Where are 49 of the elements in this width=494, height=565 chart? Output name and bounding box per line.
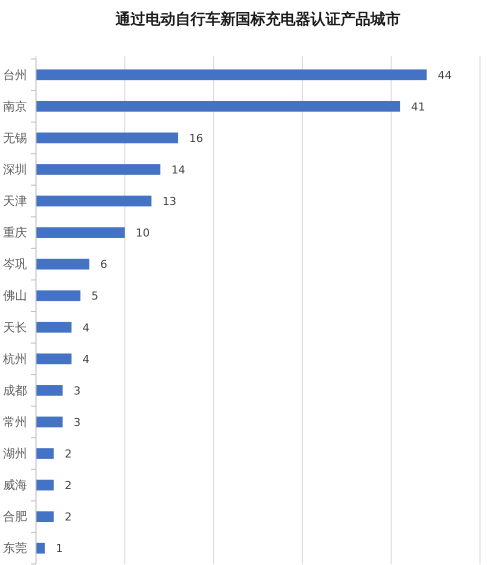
y-tick-label: 佛山 [3, 288, 27, 303]
bar [36, 132, 178, 144]
y-tick-label: 成都 [3, 383, 27, 398]
data-label: 4 [82, 352, 90, 366]
data-label: 3 [74, 384, 81, 398]
data-label: 16 [189, 132, 204, 145]
bar [36, 416, 63, 428]
data-label: 2 [64, 479, 72, 492]
bar [36, 227, 125, 238]
y-tick-label: 深圳 [3, 162, 27, 176]
bar [36, 542, 45, 554]
y-tick-label: 杭州 [2, 352, 27, 366]
bar [36, 196, 152, 206]
data-label: 3 [74, 416, 81, 429]
y-tick-label: 无锡 [3, 130, 27, 145]
data-label: 2 [64, 448, 72, 461]
data-label: 6 [100, 258, 108, 272]
y-tick-label: 东莞 [3, 541, 27, 556]
data-label: 14 [171, 163, 186, 176]
bar [36, 100, 400, 112]
bar [36, 480, 54, 490]
y-tick-label: 岑巩 [3, 257, 27, 272]
y-tick-label: 常州 [3, 414, 27, 429]
data-label: 1 [56, 542, 63, 556]
bar [36, 69, 427, 80]
bar [36, 448, 54, 459]
bar [36, 322, 72, 333]
y-tick-label: 合肥 [3, 510, 27, 524]
y-tick-label: 威海 [3, 478, 27, 492]
data-label: 4 [82, 321, 90, 334]
data-label: 44 [438, 68, 452, 82]
y-tick-label: 天长 [3, 320, 27, 334]
data-label: 5 [91, 290, 98, 303]
y-tick-label: 天津 [3, 194, 27, 208]
y-tick-label: 南京 [3, 99, 27, 114]
bar [36, 258, 90, 270]
chart-title: 通过电动自行车新国标充电器认证产品城市 [114, 10, 400, 28]
y-tick-label: 湖州 [3, 446, 27, 461]
y-tick-label: 台州 [3, 68, 27, 82]
bar [36, 164, 160, 175]
data-label: 41 [411, 100, 426, 114]
bar [36, 353, 72, 364]
bar [36, 385, 63, 396]
data-label: 13 [162, 195, 176, 208]
bar [36, 290, 80, 302]
bar [36, 511, 54, 522]
data-label: 10 [136, 226, 150, 240]
y-tick-label: 重庆 [3, 226, 27, 240]
data-label: 2 [64, 510, 72, 524]
